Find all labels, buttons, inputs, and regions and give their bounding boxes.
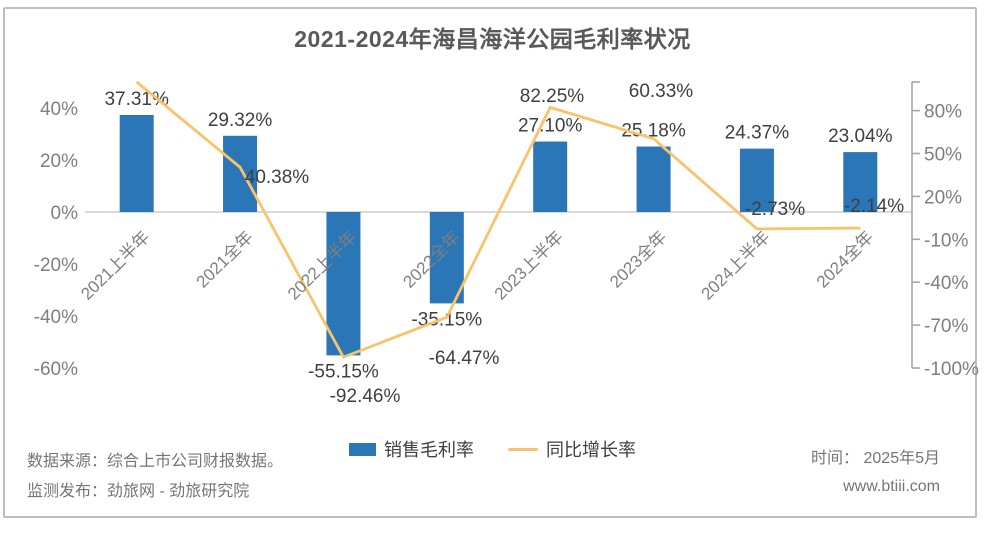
line-data-label: 40.38% <box>245 167 310 188</box>
bar-data-label: 27.10% <box>518 116 583 137</box>
bar-data-label: 25.18% <box>621 121 686 142</box>
line-yoy-growth <box>135 80 861 359</box>
legend-label: 销售毛利率 <box>384 440 474 460</box>
footer-meta-block: 时间： 2025年5月 www.btiii.com <box>811 445 940 501</box>
bar-data-label: -55.15% <box>308 361 379 382</box>
chart-legend: 销售毛利率 同比增长率 <box>0 436 985 462</box>
right-axis-tick-label: -10% <box>924 230 968 251</box>
left-axis-tick-label: -20% <box>34 255 78 276</box>
bar-gross-margin <box>533 141 568 212</box>
right-axis-tick-label: 20% <box>924 187 962 208</box>
bar-data-label: 24.37% <box>725 123 790 144</box>
left-axis-tick-label: -40% <box>34 307 78 328</box>
website-text: www.btiii.com <box>843 478 940 495</box>
chart-border-frame <box>3 7 977 518</box>
line-data-label: -92.46% <box>330 386 401 407</box>
bar-gross-margin <box>223 135 258 212</box>
left-axis-tick-label: 40% <box>40 99 78 120</box>
legend-item-gross-margin: 销售毛利率 <box>349 436 474 462</box>
bar-gross-margin <box>739 148 774 212</box>
bar-data-label: 29.32% <box>208 110 273 131</box>
line-data-label: -64.47% <box>429 348 500 369</box>
left-axis-tick-label: -60% <box>34 359 78 380</box>
left-axis-tick-label: 20% <box>40 151 78 172</box>
footer-source-block: 数据来源：综合上市公司财报数据。 监测发布：劲旅网 - 劲旅研究院 <box>27 447 283 507</box>
category-label: 2024上半年 <box>698 227 774 303</box>
line-data-label: 82.25% <box>520 86 585 107</box>
line-series-swatch-icon <box>508 447 538 451</box>
right-axis-tick-label: -40% <box>924 273 968 294</box>
right-axis-tick-label: -100% <box>924 359 979 380</box>
bar-gross-margin <box>429 212 464 304</box>
category-label: 2023全年 <box>606 227 670 291</box>
data-source-text: 数据来源：综合上市公司财报数据。 <box>27 453 284 470</box>
bar-gross-margin <box>843 152 878 212</box>
left-axis-tick-label: 0% <box>51 203 79 224</box>
bar-data-label: 23.04% <box>828 126 893 147</box>
report-date-text: 时间： 2025年5月 <box>811 450 940 467</box>
line-data-label: -2.73% <box>745 199 805 220</box>
bar-gross-margin <box>636 146 671 212</box>
line-data-label: -2.14% <box>844 196 904 217</box>
category-label: 2023上半年 <box>491 227 567 303</box>
line-data-label: 60.33% <box>629 81 694 102</box>
legend-label: 同比增长率 <box>546 440 636 460</box>
right-axis-tick-label: 50% <box>924 145 962 166</box>
category-label: 2024全年 <box>813 227 877 291</box>
category-label: 2021全年 <box>193 227 257 291</box>
legend-item-yoy-growth: 同比增长率 <box>508 436 636 462</box>
chart-title: 2021-2024年海昌海洋公园毛利率状况 <box>294 26 691 52</box>
bar-gross-margin <box>119 114 154 212</box>
publisher-text: 监测发布：劲旅网 - 劲旅研究院 <box>27 483 250 500</box>
right-axis-tick-label: 80% <box>924 102 962 123</box>
category-label: 2021上半年 <box>77 227 153 303</box>
bar-gross-margin <box>326 212 361 356</box>
right-axis-tick-label: -70% <box>924 316 968 337</box>
bar-series-swatch-icon <box>349 442 376 456</box>
